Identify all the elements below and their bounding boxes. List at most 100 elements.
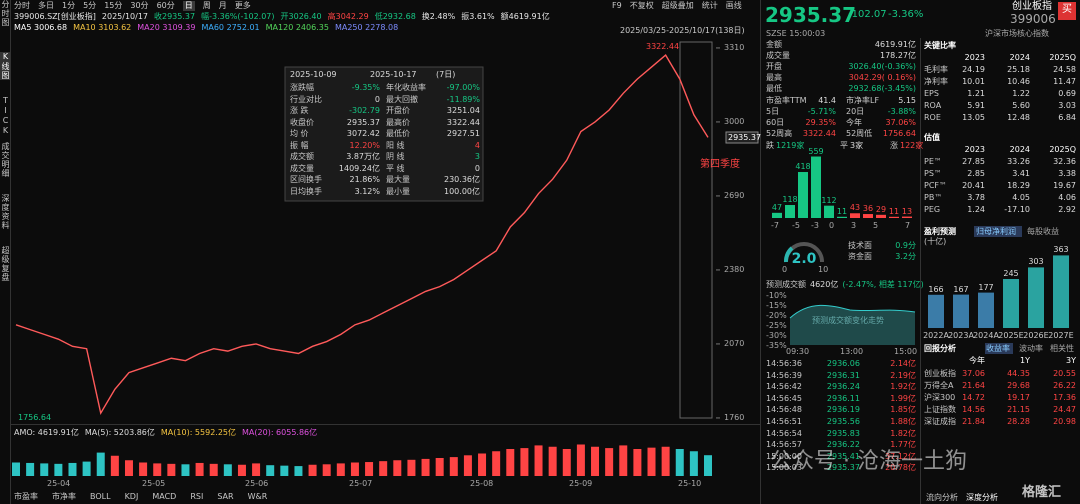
- indicator-tab[interactable]: MACD: [152, 492, 177, 501]
- dist-bar: [772, 212, 782, 218]
- returns-tab[interactable]: 相关性: [1050, 344, 1074, 353]
- indicator-tabs: 市盈率 市净率 BOLL KDJ MACD RSI SAR W&R: [14, 492, 267, 502]
- earnings-tab[interactable]: 归母净利润: [976, 227, 1016, 236]
- forecast-value: 4620亿: [810, 280, 839, 289]
- sidebar-tab[interactable]: TICK: [1, 96, 10, 136]
- high-label: 3322.44: [646, 42, 680, 51]
- stat-value: 3042.29( 0.16%): [848, 73, 916, 82]
- period-tab[interactable]: 5分: [83, 1, 97, 10]
- volume-bar: [139, 462, 148, 476]
- tool-button[interactable]: 画线: [725, 1, 742, 10]
- change-pct: -3.36%: [888, 9, 924, 20]
- tool-button[interactable]: 不复权: [629, 1, 654, 10]
- ma-value: MA10 3103.62: [73, 23, 132, 32]
- tool-button[interactable]: F9: [612, 1, 622, 10]
- volume-bar: [647, 447, 656, 476]
- volume-bar: [82, 461, 91, 476]
- period-tab[interactable]: 更多: [234, 1, 251, 10]
- indicator-tab[interactable]: SAR: [217, 492, 234, 501]
- forecast-line: 预测成交额 4620亿 (-2.47%, 相差 117亿): [766, 280, 924, 290]
- earnings-tab[interactable]: 每股收益: [1027, 227, 1059, 236]
- earnings-unit: (十亿): [924, 237, 947, 246]
- volume-bar: [223, 464, 232, 476]
- watermark: 公众号 · 沧海一土狗: [770, 449, 967, 474]
- cell: 4.05: [1012, 193, 1030, 202]
- col-head: 2024: [1009, 53, 1030, 62]
- popup-value: 1409.24亿: [338, 163, 380, 173]
- stat-value: 2932.68(-3.45%): [848, 84, 916, 93]
- volume-bar: [322, 464, 331, 476]
- volume-bar: [167, 463, 176, 476]
- gauge-value: 0.9分: [895, 241, 916, 250]
- indicator-tab[interactable]: BOLL: [90, 492, 111, 501]
- stat-label: 最高: [766, 73, 782, 82]
- bottom-tab[interactable]: 流向分析: [926, 493, 958, 502]
- row-label: PB™: [924, 193, 943, 202]
- earnings-bar: [1053, 255, 1069, 328]
- volume-bar: [591, 446, 600, 476]
- stat-label: 60日: [766, 118, 785, 127]
- cell: 21.64: [962, 381, 985, 390]
- popup-box: [284, 66, 484, 202]
- sidebar-tab[interactable]: 分时图: [1, 0, 10, 27]
- y-tick-label: 3310: [724, 42, 745, 52]
- period-tab[interactable]: 1分: [62, 1, 76, 10]
- period-tab[interactable]: 30分: [130, 1, 149, 10]
- sidebar-tab[interactable]: 超级复盘: [1, 246, 10, 282]
- volume-bar: [449, 457, 458, 476]
- period-tab[interactable]: 月: [218, 1, 227, 10]
- forecast-chart-label: 预测成交额变化走势: [812, 316, 884, 325]
- dist-bar: [889, 216, 899, 218]
- buy-button[interactable]: 买: [1062, 4, 1072, 15]
- cell: 25.18: [1007, 65, 1030, 74]
- period-tab[interactable]: 15分: [104, 1, 123, 10]
- dist-axis: -5: [792, 221, 800, 230]
- indicator-tab[interactable]: W&R: [247, 492, 268, 501]
- volume-ma: AMO: 4619.91亿: [14, 428, 79, 437]
- indicator-tab[interactable]: KDJ: [124, 492, 139, 501]
- sidebar-tab[interactable]: 深度资料: [1, 194, 10, 230]
- volume-bar: [534, 445, 543, 476]
- sidebar-tab[interactable]: K线图: [0, 52, 10, 80]
- returns-tab[interactable]: 收益率: [986, 344, 1010, 353]
- period-tab[interactable]: 分时: [14, 1, 30, 10]
- row-label: PE™: [924, 157, 942, 166]
- bottom-tab[interactable]: 深度分析: [966, 493, 998, 502]
- watermark: 格隆汇: [1022, 485, 1062, 500]
- price-tag: [725, 131, 759, 144]
- returns-tab[interactable]: 波动率: [1019, 344, 1043, 353]
- popup-value: 230.36亿: [444, 175, 480, 184]
- tool-button[interactable]: 超级叠加: [661, 1, 694, 10]
- indicator-tab[interactable]: 市净率: [52, 492, 76, 501]
- ma-value: MA250 2278.08: [334, 23, 399, 32]
- indicator-tab[interactable]: RSI: [190, 492, 204, 501]
- volume-bar: [26, 462, 35, 476]
- earnings-label: 363: [1053, 245, 1069, 255]
- tick-price: 2936.06: [826, 359, 860, 368]
- forecast-ytick: -20%: [766, 311, 787, 320]
- volume-bar: [421, 458, 430, 476]
- sidebar-tab[interactable]: 成交明细: [1, 142, 10, 178]
- period-tab[interactable]: 日: [182, 1, 195, 11]
- cell: 10.01: [962, 77, 985, 86]
- popup-value: -9.35%: [351, 83, 380, 92]
- tick-volume: 2.14亿: [890, 359, 916, 368]
- period-tab[interactable]: 多日: [38, 1, 54, 10]
- cell: 24.58: [1053, 65, 1076, 74]
- forecast-ytick: -25%: [766, 321, 787, 330]
- section-title: 估值: [924, 133, 940, 142]
- breadth: 涨: [890, 141, 898, 150]
- col-head: 2023: [964, 145, 985, 154]
- quote-line: 399006.SZ[创业板指] 2025/10/17 收2935.37 幅-3.36%…: [14, 12, 550, 22]
- quote-field: 399006.SZ[创业板指]: [14, 12, 96, 21]
- period-tab[interactable]: 60分: [156, 1, 175, 10]
- cell: 18.29: [1007, 181, 1030, 190]
- volume-bar: [209, 463, 218, 476]
- tool-button[interactable]: 统计: [701, 1, 718, 10]
- stat-value: -5.71%: [807, 107, 836, 116]
- period-tab[interactable]: 周: [202, 1, 211, 10]
- tick-volume: 1.92亿: [890, 382, 916, 392]
- indicator-tab[interactable]: 市盈率: [14, 492, 38, 501]
- ma-value: MA5 3006.68: [14, 23, 68, 32]
- popup-label: 最大回撤: [386, 94, 418, 104]
